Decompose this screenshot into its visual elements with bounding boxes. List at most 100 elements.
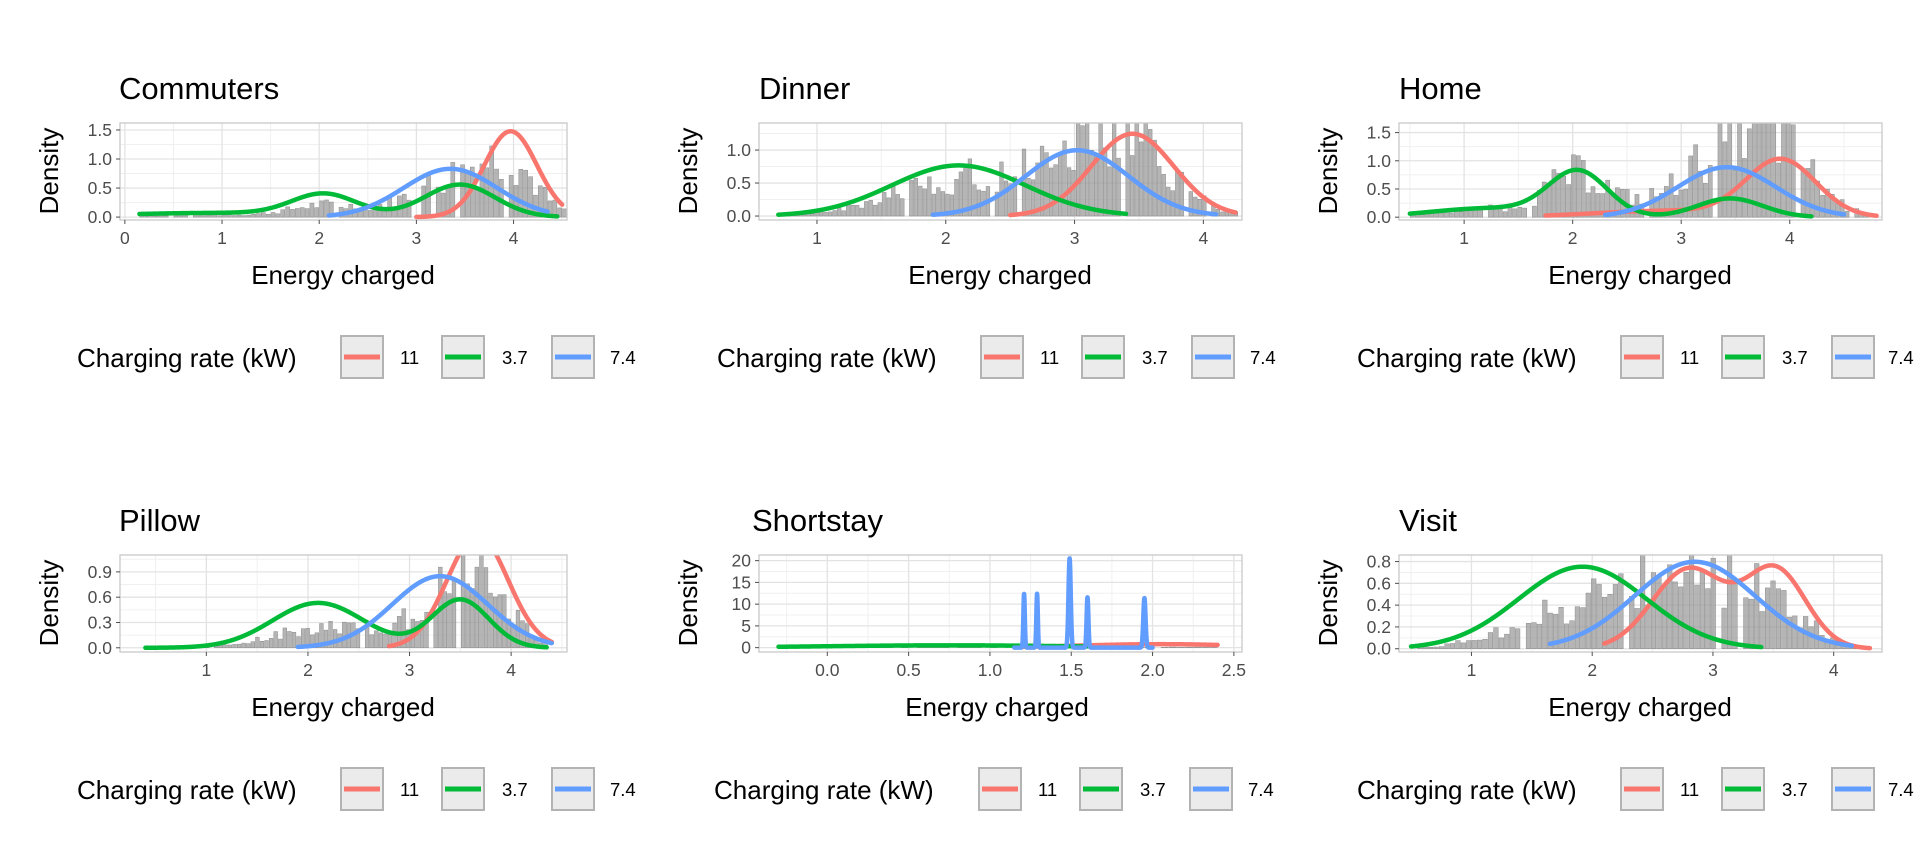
histogram-bar bbox=[290, 209, 295, 218]
legend-label-7-4: 7.4 bbox=[610, 779, 636, 800]
plot-marks bbox=[1407, 123, 1879, 219]
histogram-bar bbox=[1453, 211, 1459, 218]
x-tick-label: 3 bbox=[1070, 228, 1080, 248]
histogram-bar bbox=[518, 169, 524, 218]
histogram-bar bbox=[832, 210, 837, 217]
legend: Charging rate (kW) 11 3.7 7.4 bbox=[717, 335, 1276, 379]
x-tick-label: 3 bbox=[405, 660, 415, 680]
density-curve-11 bbox=[1543, 156, 1879, 218]
histogram-bar bbox=[877, 202, 882, 217]
legend-title: Charging rate (kW) bbox=[77, 775, 297, 805]
histogram-bar bbox=[314, 632, 319, 649]
histogram-bar bbox=[1422, 646, 1428, 649]
histogram-bar bbox=[319, 623, 324, 649]
legend: Charging rate (kW) 11 3.7 7.4 bbox=[77, 767, 636, 811]
x-tick-label: 2 bbox=[1587, 660, 1597, 680]
histogram-bar bbox=[1661, 586, 1667, 649]
histogram-bar bbox=[1477, 639, 1483, 649]
panel-title: Commuters bbox=[119, 71, 279, 106]
histogram-bar bbox=[1765, 587, 1771, 649]
histogram-bar bbox=[223, 644, 228, 649]
histogram-bar bbox=[1590, 186, 1596, 218]
histogram-bar bbox=[227, 644, 233, 649]
legend-label-3-7: 3.7 bbox=[1782, 779, 1808, 800]
x-tick-label: 4 bbox=[1785, 228, 1795, 248]
histogram-bar bbox=[1148, 129, 1153, 217]
histogram-bar bbox=[523, 169, 528, 218]
x-axis-title: Energy charged bbox=[905, 692, 1089, 722]
legend-label-11: 11 bbox=[1680, 779, 1699, 800]
panel-border bbox=[1398, 122, 1883, 221]
histogram-bar bbox=[474, 187, 480, 218]
histogram-bar bbox=[421, 185, 426, 218]
histogram-bar bbox=[850, 205, 855, 217]
histogram-bar bbox=[1727, 123, 1733, 218]
histogram-bar bbox=[528, 176, 533, 218]
histogram-bar bbox=[1600, 193, 1606, 218]
histogram-bar bbox=[287, 631, 292, 649]
histogram-bar bbox=[1458, 211, 1464, 218]
histogram-bar bbox=[261, 212, 266, 218]
histogram-bar bbox=[868, 200, 873, 217]
histogram-bar bbox=[1089, 150, 1094, 217]
x-tick-label: 4 bbox=[1829, 660, 1839, 680]
histogram-bar bbox=[909, 179, 914, 217]
histogram-bar bbox=[1193, 646, 1202, 648]
histogram-bar bbox=[232, 644, 237, 649]
histogram-bar bbox=[1800, 168, 1806, 218]
histogram-bar bbox=[285, 206, 290, 218]
histogram-bar bbox=[1667, 564, 1673, 649]
histogram-bar bbox=[1563, 623, 1570, 649]
histogram-bar bbox=[1515, 628, 1521, 649]
histogram-bar bbox=[1175, 170, 1180, 217]
histogram-bar bbox=[494, 168, 499, 218]
histogram-bar bbox=[1688, 155, 1693, 218]
legend-label-3-7: 3.7 bbox=[1142, 347, 1168, 368]
histogram-bar bbox=[1558, 607, 1564, 649]
histogram-bar bbox=[1062, 140, 1067, 217]
histogram-bar bbox=[1683, 571, 1689, 649]
histogram-bar bbox=[378, 632, 383, 649]
histogram-bar bbox=[1107, 166, 1112, 217]
histogram-bar bbox=[319, 200, 324, 218]
histogram-bar bbox=[1143, 123, 1148, 217]
histogram-bar bbox=[273, 631, 278, 649]
histogram-bar bbox=[828, 211, 833, 217]
histogram-bar bbox=[1580, 160, 1586, 218]
histogram-bar bbox=[227, 214, 232, 218]
x-axis-title: Energy charged bbox=[1548, 692, 1732, 722]
histogram-bar bbox=[369, 634, 374, 649]
histogram-bar bbox=[1654, 196, 1659, 218]
histogram-bar bbox=[1112, 123, 1117, 217]
histogram-bar bbox=[1542, 599, 1548, 649]
histogram-bar bbox=[1139, 141, 1144, 217]
histogram-bar bbox=[1576, 155, 1581, 218]
histogram-bar bbox=[972, 184, 977, 217]
plot-marks bbox=[143, 555, 555, 650]
histogram-bar bbox=[295, 208, 300, 218]
x-tick-label: 0.0 bbox=[815, 660, 840, 680]
panel-pillow: Pillow 1 2 3 4 0.0 0.3 0.6 0.9 Energy charged D… bbox=[34, 503, 636, 811]
histogram-bar bbox=[383, 633, 388, 649]
histogram-bar bbox=[841, 210, 846, 217]
histogram-bar bbox=[241, 642, 246, 649]
histogram-bar bbox=[1743, 597, 1749, 649]
histogram-bar bbox=[1512, 208, 1518, 218]
histogram-bar bbox=[278, 638, 283, 649]
legend-label-11: 11 bbox=[1040, 347, 1059, 368]
histogram-bar bbox=[900, 198, 905, 217]
histogram-bar bbox=[1825, 188, 1830, 218]
legend-label-11: 11 bbox=[400, 347, 419, 368]
histogram-bar bbox=[1439, 212, 1444, 218]
histogram-bar bbox=[433, 613, 438, 649]
y-tick-label: 0.0 bbox=[88, 207, 113, 227]
legend-title: Charging rate (kW) bbox=[717, 343, 937, 373]
histogram-bar bbox=[567, 212, 571, 217]
histogram-bar bbox=[936, 187, 941, 217]
panel-border bbox=[758, 554, 1243, 653]
histogram-bar bbox=[1668, 173, 1674, 218]
x-tick-label: 1 bbox=[1459, 228, 1469, 248]
histogram-bar bbox=[1596, 584, 1602, 649]
histogram-bar bbox=[1732, 579, 1738, 649]
y-tick-label: 0 bbox=[741, 638, 751, 658]
